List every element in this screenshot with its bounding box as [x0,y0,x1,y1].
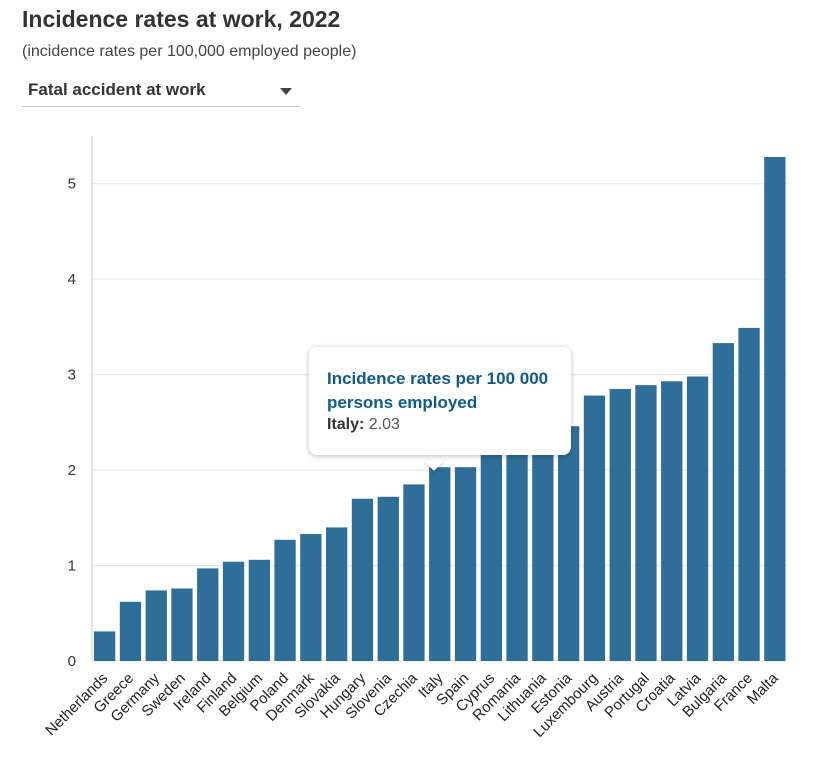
bar-latvia[interactable] [686,376,709,662]
bar-italy[interactable] [429,467,451,661]
bar-malta[interactable] [764,157,786,661]
caret-down-icon [280,88,292,95]
y-tick-label: 0 [68,653,76,670]
x-axis-labels: NetherlandsGreeceGermanySwedenIrelandFin… [42,669,782,740]
y-axis-ticks: 0 1 2 3 4 5 [68,176,76,670]
y-tick-label: 3 [68,367,76,384]
bar-bulgaria[interactable] [712,343,734,661]
bar-sweden[interactable] [171,588,193,662]
bar-ireland[interactable] [197,568,219,661]
tooltip-value: Italy: 2.03 [327,416,400,434]
tooltip-number: 2.03 [368,416,400,433]
bar-lithuania[interactable] [532,438,554,661]
chart-subtitle: (incidence rates per 100,000 employed pe… [22,43,357,60]
bar-belgium[interactable] [248,559,270,661]
bar-poland[interactable] [274,539,296,661]
bar-greece[interactable] [119,601,142,661]
y-tick-label: 4 [68,271,76,288]
bar-germany[interactable] [145,590,167,661]
indicator-dropdown[interactable]: Fatal accident at work [22,78,300,107]
bar-denmark[interactable] [300,534,322,661]
y-tick-label: 2 [68,462,76,479]
bars [94,157,786,661]
bar-netherlands[interactable] [94,631,116,661]
bar-austria[interactable] [609,389,631,661]
x-tick-label: Malta [744,669,782,707]
bar-cyprus[interactable] [480,451,502,661]
bar-estonia[interactable] [558,426,580,661]
bar-portugal[interactable] [635,385,657,661]
tooltip-country: Italy: [327,416,365,433]
bar-luxembourg[interactable] [583,395,606,661]
bar-hungary[interactable] [351,498,374,661]
bar-spain[interactable] [454,467,477,661]
chart-title: Incidence rates at work, 2022 [22,6,341,32]
indicator-dropdown-value: Fatal accident at work [28,80,206,99]
bar-czechia[interactable] [403,484,425,661]
bar-finland[interactable] [222,561,245,661]
tooltip: Incidence rates per 100 000 persons empl… [309,347,571,455]
y-tick-label: 1 [68,558,76,575]
bar-romania[interactable] [506,446,528,661]
tooltip-title: Incidence rates per 100 000 persons empl… [327,369,549,412]
bar-croatia[interactable] [661,381,683,661]
bar-slovenia[interactable] [377,496,399,661]
y-tick-label: 5 [68,176,76,193]
bar-slovakia[interactable] [326,527,348,661]
bar-france[interactable] [738,327,760,661]
